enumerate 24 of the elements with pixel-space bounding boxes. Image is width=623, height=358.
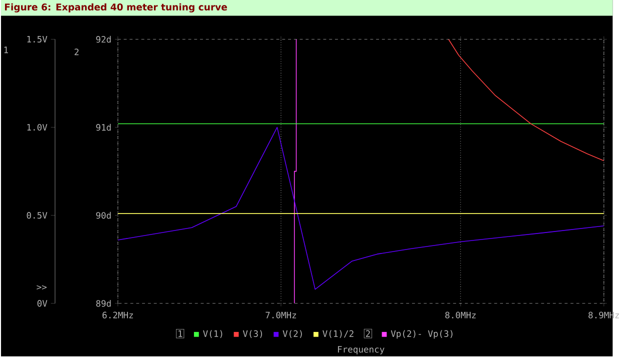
- y2-tick-label: 91d: [96, 124, 111, 131]
- x-tick-label: 8.0MHz: [445, 312, 476, 319]
- legend-label: Vp(2)- Vp(3): [390, 330, 452, 339]
- y2-tick-label: 90d: [96, 212, 111, 219]
- y2-tick-label: 89d: [96, 300, 111, 307]
- y-tick-label: 0.5V: [26, 212, 48, 219]
- legend-label: V(1): [203, 330, 222, 338]
- text: 2: [366, 330, 370, 338]
- y2-tick-label: 92d: [96, 36, 111, 43]
- text: >>: [36, 285, 47, 290]
- x-tick-label: 7.0MHz: [266, 312, 296, 319]
- y-tick-label: 1.0V: [27, 124, 48, 131]
- line-series: [448, 39, 604, 162]
- legend-label: V(3): [242, 330, 262, 338]
- x-tick-label: 6.2MHz: [102, 312, 133, 319]
- y-tick-label: 0V: [37, 300, 48, 307]
- y-tick-label: 1.5V: [27, 36, 48, 43]
- chart-title: Figure 6: Expanded 40 meter tuning curve: [5, 4, 227, 13]
- legend-label: V(2): [282, 330, 302, 338]
- y-axis-title: 1: [4, 46, 8, 54]
- x-axis-title: Frequency: [338, 346, 384, 355]
- legend-label: V(1)/2: [322, 330, 354, 338]
- y2-axis-title: 2: [74, 48, 79, 56]
- text: 1: [178, 330, 182, 338]
